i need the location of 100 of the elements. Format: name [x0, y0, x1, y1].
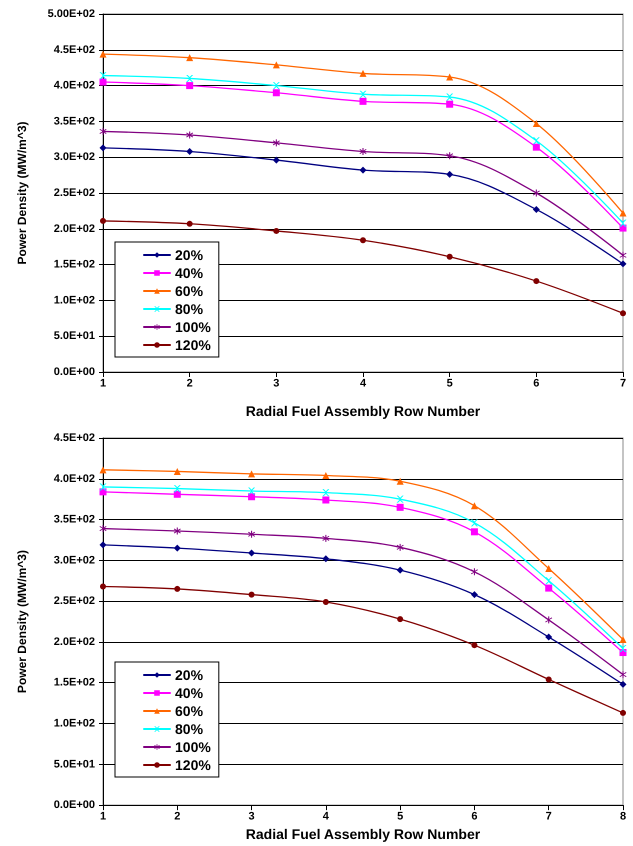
point	[620, 220, 626, 227]
y-tick-label: 0.0E+00	[54, 366, 95, 378]
legend-label: 60%	[175, 703, 204, 719]
y-tick-label: 4.0E+02	[54, 80, 95, 92]
point	[174, 528, 181, 534]
y-tick-label: 1.0E+02	[54, 294, 95, 306]
legend-label: 100%	[175, 319, 212, 335]
point	[186, 54, 194, 62]
legend-label: 40%	[175, 685, 204, 701]
y-tick-label: 1.0E+02	[54, 718, 95, 730]
point	[100, 525, 106, 532]
point	[533, 278, 540, 284]
point	[396, 478, 404, 485]
point	[186, 148, 194, 155]
y-axis-title: Power Density (MW/m^3)	[15, 550, 29, 694]
y-axis-title: Power Density (MW/m^3)	[15, 121, 29, 265]
point	[545, 565, 552, 572]
x-tick-label: 6	[533, 378, 540, 390]
point	[100, 218, 106, 224]
point	[620, 710, 626, 716]
y-tick-label: 3.5E+02	[54, 514, 95, 526]
y-tick-label: 2.5E+02	[54, 595, 95, 608]
y-tick-label: 0.0E+00	[54, 799, 95, 812]
point	[248, 493, 256, 500]
point	[620, 224, 626, 232]
legend-label: 80%	[175, 721, 204, 737]
point	[446, 254, 453, 260]
point	[272, 61, 280, 68]
point	[532, 144, 540, 151]
x-tick-label: 4	[322, 810, 330, 823]
point	[186, 132, 194, 139]
x-tick-label: 6	[471, 810, 478, 823]
point	[545, 577, 552, 584]
y-tick-label: 3.0E+02	[54, 554, 95, 566]
point	[360, 166, 366, 174]
legend-label: 60%	[175, 283, 204, 299]
y-tick-label: 1.5E+02	[54, 676, 95, 689]
x-tick-label: 7	[620, 378, 626, 390]
point	[322, 489, 330, 496]
y-tick-label: 1.5E+02	[54, 258, 95, 271]
x-tick-label: 3	[273, 378, 280, 390]
y-tick-label: 2.5E+02	[54, 187, 95, 199]
point	[100, 128, 106, 135]
legend-label: 120%	[175, 757, 212, 773]
x-tick-label: 2	[174, 810, 180, 823]
point	[360, 237, 366, 244]
point	[322, 534, 330, 542]
x-tick-label: 8	[620, 810, 626, 823]
point	[248, 550, 256, 557]
point	[446, 100, 454, 108]
point	[322, 472, 330, 480]
x-tick-label: 5	[397, 810, 404, 823]
point	[545, 616, 552, 624]
point	[100, 466, 106, 474]
point	[272, 156, 280, 164]
point	[100, 72, 106, 80]
x-tick-label: 4	[360, 378, 367, 390]
point	[272, 89, 280, 96]
point	[174, 485, 181, 492]
point	[620, 252, 626, 259]
x-axis-title: Radial Fuel Assembly Row Number	[246, 403, 481, 419]
point	[620, 680, 626, 688]
point	[174, 586, 180, 592]
point	[545, 584, 552, 592]
point	[273, 228, 280, 234]
point	[470, 528, 478, 536]
y-tick-label: 2.0E+02	[54, 222, 95, 235]
point	[396, 496, 404, 503]
point	[186, 220, 193, 227]
y-tick-label: 3.0E+02	[54, 151, 95, 164]
x-tick-label: 1	[100, 810, 106, 823]
x-tick-label: 2	[186, 378, 193, 390]
point	[100, 483, 106, 490]
legend-label: 80%	[175, 301, 204, 317]
point	[100, 144, 106, 152]
x-tick-label: 7	[546, 810, 552, 823]
point	[446, 170, 454, 178]
legend-label: 20%	[175, 247, 204, 263]
point	[272, 139, 280, 146]
point	[397, 616, 404, 622]
point	[471, 642, 478, 648]
point	[532, 137, 540, 144]
point	[248, 470, 256, 478]
point	[396, 504, 404, 511]
point	[360, 98, 366, 105]
point	[620, 671, 626, 678]
point	[470, 519, 478, 526]
point	[186, 74, 194, 82]
point	[248, 592, 255, 598]
y-tick-label: 4.5E+02	[54, 432, 95, 444]
y-tick-label: 3.5E+02	[54, 115, 95, 128]
legend-label: 100%	[175, 739, 212, 755]
point	[100, 583, 106, 590]
point	[620, 636, 626, 643]
point	[470, 502, 478, 510]
point	[248, 530, 256, 538]
y-tick-label: 5.0E+01	[54, 330, 95, 342]
point	[322, 598, 329, 605]
x-axis-title: Radial Fuel Assembly Row Number	[246, 826, 481, 842]
point	[620, 210, 626, 217]
